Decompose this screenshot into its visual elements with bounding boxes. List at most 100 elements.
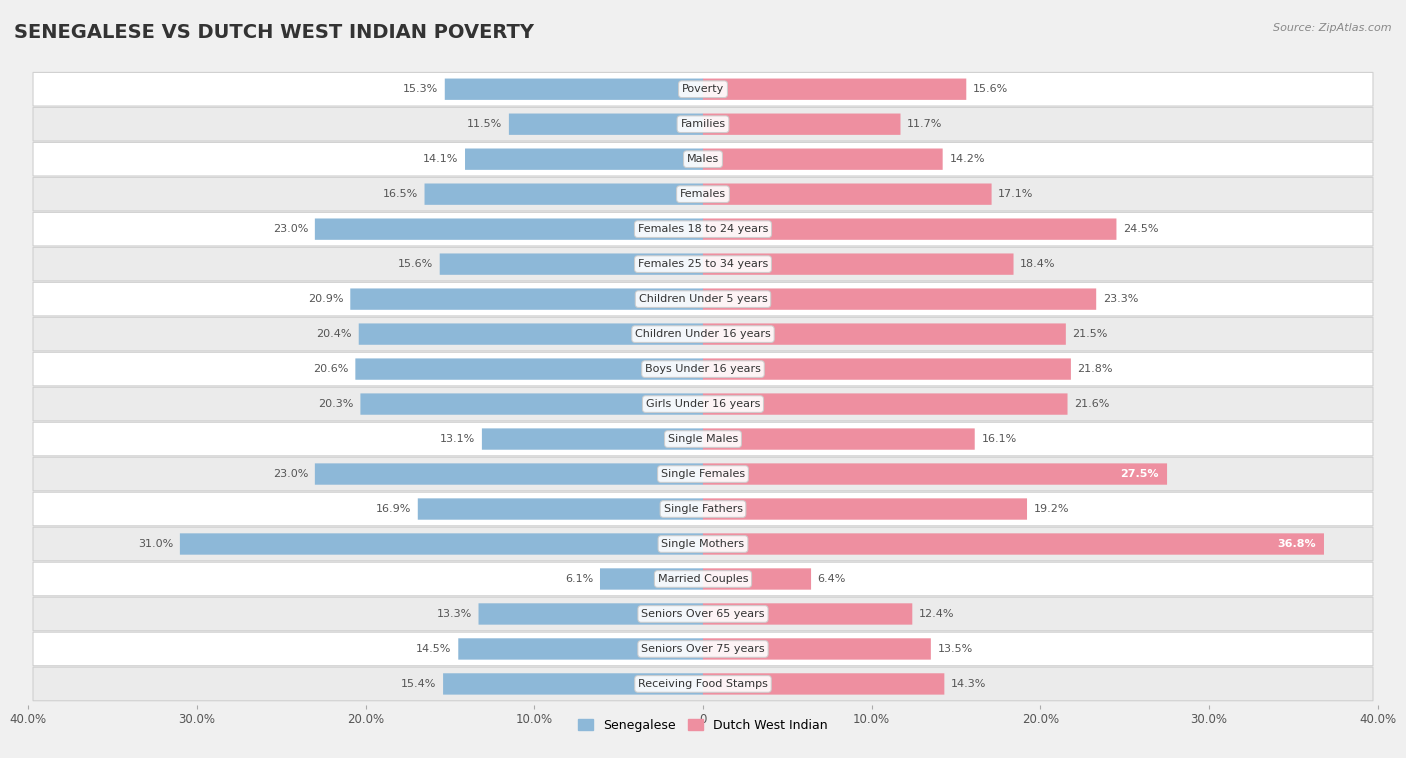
FancyBboxPatch shape [703, 114, 900, 135]
FancyBboxPatch shape [32, 212, 1374, 246]
Text: 15.6%: 15.6% [973, 84, 1008, 94]
Text: Seniors Over 65 years: Seniors Over 65 years [641, 609, 765, 619]
FancyBboxPatch shape [32, 247, 1374, 281]
FancyBboxPatch shape [509, 114, 703, 135]
Text: Girls Under 16 years: Girls Under 16 years [645, 399, 761, 409]
FancyBboxPatch shape [703, 183, 991, 205]
FancyBboxPatch shape [32, 387, 1374, 421]
Text: 13.3%: 13.3% [437, 609, 472, 619]
Text: 24.5%: 24.5% [1123, 224, 1159, 234]
FancyBboxPatch shape [315, 218, 703, 240]
FancyBboxPatch shape [32, 457, 1374, 491]
Text: 20.6%: 20.6% [314, 364, 349, 374]
Text: 15.6%: 15.6% [398, 259, 433, 269]
FancyBboxPatch shape [32, 282, 1374, 316]
Text: 21.5%: 21.5% [1073, 329, 1108, 339]
Text: Males: Males [688, 154, 718, 164]
FancyBboxPatch shape [703, 253, 1014, 275]
Text: 14.3%: 14.3% [950, 679, 987, 689]
Text: 20.9%: 20.9% [308, 294, 343, 304]
FancyBboxPatch shape [443, 673, 703, 694]
Text: 23.0%: 23.0% [273, 224, 308, 234]
Text: Females 18 to 24 years: Females 18 to 24 years [638, 224, 768, 234]
Text: Single Mothers: Single Mothers [661, 539, 745, 549]
FancyBboxPatch shape [32, 108, 1374, 141]
Text: 11.7%: 11.7% [907, 119, 942, 129]
Legend: Senegalese, Dutch West Indian: Senegalese, Dutch West Indian [574, 714, 832, 737]
Text: 11.5%: 11.5% [467, 119, 502, 129]
Text: 16.1%: 16.1% [981, 434, 1017, 444]
FancyBboxPatch shape [478, 603, 703, 625]
Text: Single Males: Single Males [668, 434, 738, 444]
Text: Seniors Over 75 years: Seniors Over 75 years [641, 644, 765, 654]
FancyBboxPatch shape [444, 79, 703, 100]
FancyBboxPatch shape [32, 352, 1374, 386]
Text: Receiving Food Stamps: Receiving Food Stamps [638, 679, 768, 689]
FancyBboxPatch shape [458, 638, 703, 659]
FancyBboxPatch shape [32, 597, 1374, 631]
Text: 19.2%: 19.2% [1033, 504, 1069, 514]
Text: 36.8%: 36.8% [1277, 539, 1316, 549]
FancyBboxPatch shape [703, 463, 1167, 484]
Text: 16.9%: 16.9% [375, 504, 411, 514]
FancyBboxPatch shape [703, 534, 1324, 555]
Text: Boys Under 16 years: Boys Under 16 years [645, 364, 761, 374]
Text: 20.3%: 20.3% [318, 399, 354, 409]
FancyBboxPatch shape [356, 359, 703, 380]
FancyBboxPatch shape [482, 428, 703, 449]
Text: 16.5%: 16.5% [382, 190, 418, 199]
Text: 14.1%: 14.1% [423, 154, 458, 164]
Text: 14.2%: 14.2% [949, 154, 984, 164]
FancyBboxPatch shape [32, 492, 1374, 526]
Text: Married Couples: Married Couples [658, 574, 748, 584]
Text: 6.1%: 6.1% [565, 574, 593, 584]
FancyBboxPatch shape [32, 667, 1374, 700]
Text: 23.0%: 23.0% [273, 469, 308, 479]
Text: Poverty: Poverty [682, 84, 724, 94]
Text: Families: Families [681, 119, 725, 129]
FancyBboxPatch shape [600, 568, 703, 590]
Text: Females: Females [681, 190, 725, 199]
FancyBboxPatch shape [360, 393, 703, 415]
FancyBboxPatch shape [703, 324, 1066, 345]
Text: 31.0%: 31.0% [138, 539, 173, 549]
Text: Single Females: Single Females [661, 469, 745, 479]
Text: 14.5%: 14.5% [416, 644, 451, 654]
FancyBboxPatch shape [440, 253, 703, 275]
FancyBboxPatch shape [703, 218, 1116, 240]
Text: Source: ZipAtlas.com: Source: ZipAtlas.com [1274, 23, 1392, 33]
Text: 17.1%: 17.1% [998, 190, 1033, 199]
Text: 15.3%: 15.3% [404, 84, 439, 94]
FancyBboxPatch shape [32, 528, 1374, 561]
Text: 13.5%: 13.5% [938, 644, 973, 654]
FancyBboxPatch shape [703, 498, 1026, 520]
Text: 13.1%: 13.1% [440, 434, 475, 444]
FancyBboxPatch shape [703, 393, 1067, 415]
FancyBboxPatch shape [32, 632, 1374, 666]
FancyBboxPatch shape [703, 79, 966, 100]
FancyBboxPatch shape [350, 289, 703, 310]
FancyBboxPatch shape [359, 324, 703, 345]
FancyBboxPatch shape [32, 562, 1374, 596]
Text: Females 25 to 34 years: Females 25 to 34 years [638, 259, 768, 269]
FancyBboxPatch shape [180, 534, 703, 555]
FancyBboxPatch shape [32, 318, 1374, 351]
Text: Children Under 16 years: Children Under 16 years [636, 329, 770, 339]
FancyBboxPatch shape [32, 422, 1374, 456]
Text: 15.4%: 15.4% [401, 679, 436, 689]
FancyBboxPatch shape [703, 568, 811, 590]
FancyBboxPatch shape [32, 73, 1374, 106]
FancyBboxPatch shape [703, 359, 1071, 380]
FancyBboxPatch shape [703, 289, 1097, 310]
Text: 18.4%: 18.4% [1021, 259, 1056, 269]
Text: 12.4%: 12.4% [920, 609, 955, 619]
FancyBboxPatch shape [32, 177, 1374, 211]
FancyBboxPatch shape [315, 463, 703, 484]
FancyBboxPatch shape [418, 498, 703, 520]
Text: 21.8%: 21.8% [1077, 364, 1114, 374]
Text: 6.4%: 6.4% [818, 574, 846, 584]
Text: 21.6%: 21.6% [1074, 399, 1109, 409]
Text: 23.3%: 23.3% [1102, 294, 1139, 304]
FancyBboxPatch shape [425, 183, 703, 205]
FancyBboxPatch shape [703, 603, 912, 625]
